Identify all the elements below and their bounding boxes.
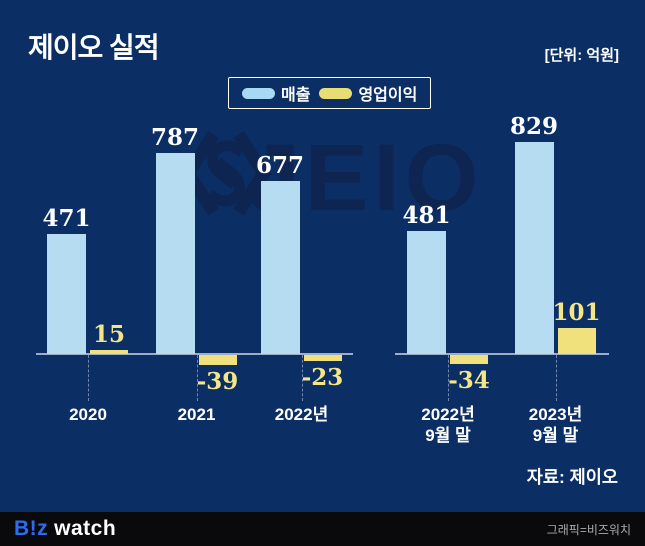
chart-title: 제이오 실적 [28, 32, 160, 63]
dashed-guide-line [555, 355, 557, 401]
revenue-bar [155, 153, 195, 354]
footer-bar: B!z watch 그래픽=비즈워치 [0, 512, 645, 546]
profit-value-label: -34 [448, 367, 490, 394]
dashed-guide-line [301, 355, 303, 401]
revenue-bar [47, 234, 86, 354]
chart-legend: 매출 영업이익 [228, 77, 432, 109]
profit-bar [303, 355, 342, 361]
category-label: 2020 [69, 405, 107, 424]
dashed-guide-line [448, 355, 449, 401]
dashed-guide-line [196, 355, 198, 401]
x-axis-segment-0 [36, 353, 353, 355]
profit-value-label: 101 [552, 299, 601, 326]
revenue-value-label: 787 [150, 124, 200, 151]
revenue-value-label: 829 [509, 113, 559, 140]
revenue-bar [260, 181, 300, 354]
category-label: 2021 [177, 405, 216, 424]
revenue-value-label: 677 [255, 152, 305, 179]
legend-swatch-icon [319, 87, 353, 99]
profit-value-label: -23 [301, 364, 344, 391]
bizwatch-logo-watch: watch [54, 517, 117, 540]
legend-label: 영업이익 [358, 87, 418, 104]
bizwatch-logo: B!z watch [14, 517, 116, 541]
legend-item-1: 영업이익 [319, 81, 417, 105]
revenue-value-label: 481 [402, 202, 451, 229]
dashed-guide-line [88, 355, 89, 401]
profit-value-label: 15 [92, 321, 126, 348]
category-label: 2023년 9월 말 [528, 405, 583, 445]
revenue-bar [407, 231, 446, 354]
source-label: 자료: 제이오 [526, 467, 618, 487]
legend-item-0: 매출 [242, 81, 310, 105]
category-label: 2022년 9월 말 [421, 405, 475, 445]
category-label: 2022년 [274, 405, 329, 424]
profit-bar [90, 350, 128, 354]
unit-label: [단위: 억원] [544, 47, 619, 64]
profit-bar [450, 355, 488, 364]
profit-value-label: -39 [196, 368, 239, 395]
x-axis-segment-1 [395, 353, 609, 355]
graphic-credit: 그래픽=비즈워치 [546, 522, 631, 537]
legend-label: 매출 [281, 87, 311, 104]
revenue-bar [514, 142, 554, 354]
profit-bar [198, 355, 237, 365]
revenue-value-label: 471 [42, 205, 91, 232]
legend-swatch-icon [242, 87, 275, 99]
profit-bar [557, 328, 596, 354]
bizwatch-logo-biz: B!z [14, 517, 49, 540]
